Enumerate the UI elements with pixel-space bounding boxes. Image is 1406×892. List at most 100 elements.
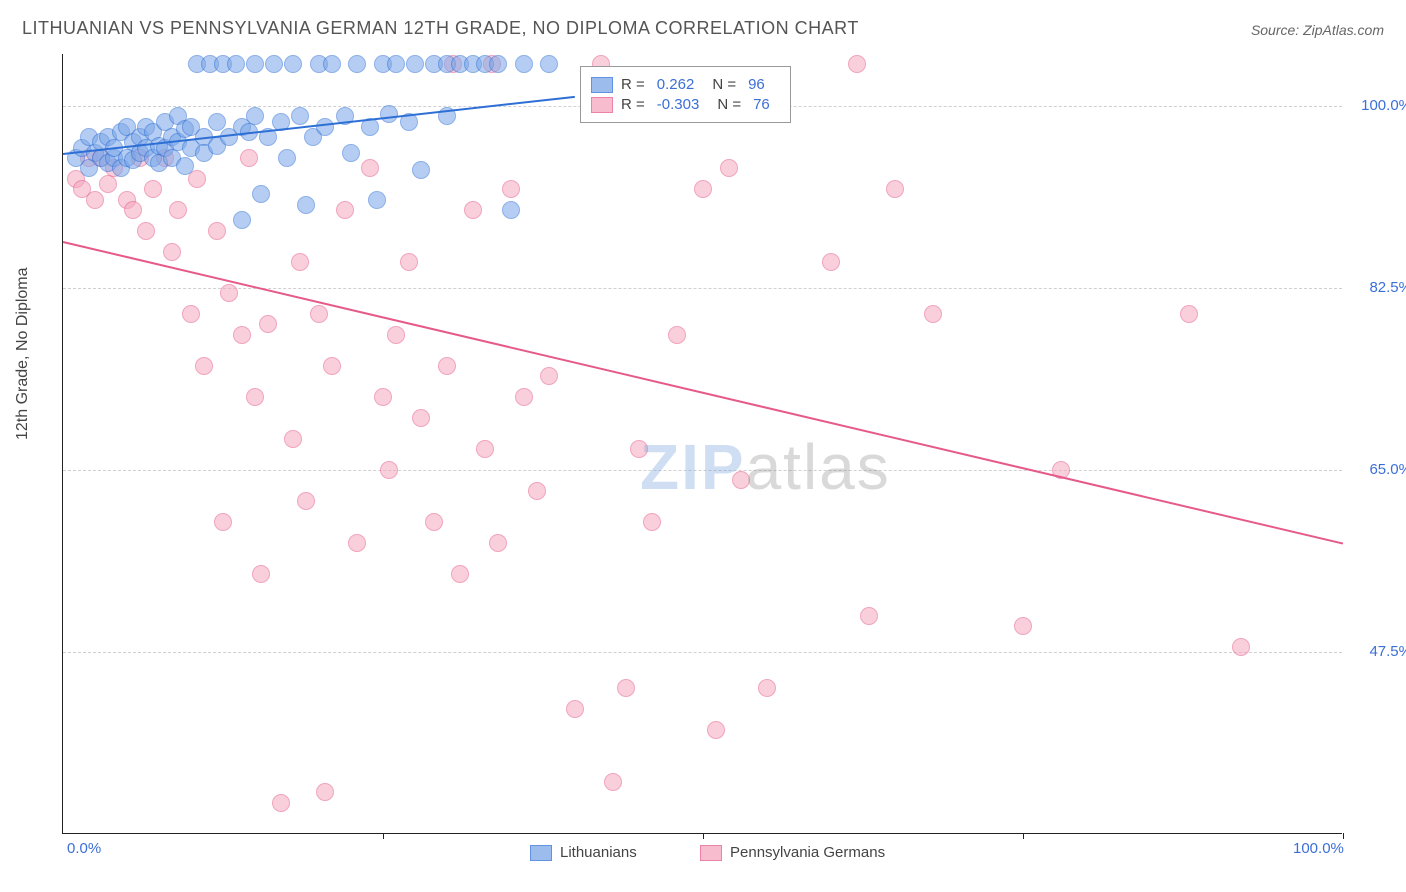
stats-legend: R = 0.262 N = 96 R = -0.303 N = 76	[580, 66, 791, 123]
stats-row-penn-german: R = -0.303 N = 76	[591, 96, 780, 113]
x-tick	[1023, 833, 1024, 839]
n-label: N =	[712, 76, 736, 93]
point-lithuanians	[227, 55, 245, 73]
point-penn-german	[400, 253, 418, 271]
point-penn-german	[182, 305, 200, 323]
point-penn-german	[233, 326, 251, 344]
point-penn-german	[630, 440, 648, 458]
swatch-lithuanians-bottom	[530, 845, 552, 861]
point-penn-german	[336, 201, 354, 219]
point-penn-german	[451, 565, 469, 583]
point-penn-german	[732, 471, 750, 489]
x-tick	[383, 833, 384, 839]
point-penn-german	[822, 253, 840, 271]
point-lithuanians	[406, 55, 424, 73]
point-lithuanians	[233, 211, 251, 229]
point-lithuanians	[323, 55, 341, 73]
point-penn-german	[643, 513, 661, 531]
y-tick-label: 82.5%	[1369, 279, 1406, 296]
point-lithuanians	[387, 55, 405, 73]
point-penn-german	[252, 565, 270, 583]
point-penn-german	[214, 513, 232, 531]
n-label-2: N =	[717, 96, 741, 113]
point-penn-german	[310, 305, 328, 323]
point-lithuanians	[252, 185, 270, 203]
point-penn-german	[99, 175, 117, 193]
point-penn-german	[720, 159, 738, 177]
point-penn-german	[848, 55, 866, 73]
point-penn-german	[297, 492, 315, 510]
point-penn-german	[438, 357, 456, 375]
point-penn-german	[284, 430, 302, 448]
point-penn-german	[528, 482, 546, 500]
r-label-2: R =	[621, 96, 645, 113]
point-penn-german	[425, 513, 443, 531]
point-lithuanians	[246, 55, 264, 73]
point-penn-german	[361, 159, 379, 177]
r-label: R =	[621, 76, 645, 93]
x-tick	[1343, 833, 1344, 839]
point-penn-german	[668, 326, 686, 344]
point-penn-german	[208, 222, 226, 240]
y-tick-label: 47.5%	[1369, 643, 1406, 660]
point-penn-german	[886, 180, 904, 198]
point-penn-german	[1180, 305, 1198, 323]
point-lithuanians	[540, 55, 558, 73]
point-penn-german	[566, 700, 584, 718]
point-penn-german	[348, 534, 366, 552]
point-lithuanians	[368, 191, 386, 209]
point-lithuanians	[265, 55, 283, 73]
point-lithuanians	[278, 149, 296, 167]
point-penn-german	[323, 357, 341, 375]
point-penn-german	[272, 794, 290, 812]
point-penn-german	[220, 284, 238, 302]
point-lithuanians	[208, 113, 226, 131]
r-value-penn-german: -0.303	[657, 96, 700, 113]
series-label-lithuanians: Lithuanians	[560, 844, 637, 861]
series-label-penn-german: Pennsylvania Germans	[730, 844, 885, 861]
point-penn-german	[195, 357, 213, 375]
point-penn-german	[144, 180, 162, 198]
point-penn-german	[240, 149, 258, 167]
point-penn-german	[86, 191, 104, 209]
point-penn-german	[124, 201, 142, 219]
point-lithuanians	[515, 55, 533, 73]
point-penn-german	[1232, 638, 1250, 656]
point-penn-german	[476, 440, 494, 458]
y-tick-label: 65.0%	[1369, 461, 1406, 478]
point-lithuanians	[297, 196, 315, 214]
point-penn-german	[502, 180, 520, 198]
y-axis-label: 12th Grade, No Diploma	[14, 267, 32, 440]
point-lithuanians	[291, 107, 309, 125]
point-penn-german	[387, 326, 405, 344]
point-penn-german	[515, 388, 533, 406]
point-penn-german	[316, 783, 334, 801]
n-value-lithuanians: 96	[748, 76, 765, 93]
point-penn-german	[374, 388, 392, 406]
point-penn-german	[860, 607, 878, 625]
point-penn-german	[169, 201, 187, 219]
point-penn-german	[924, 305, 942, 323]
point-penn-german	[540, 367, 558, 385]
point-lithuanians	[342, 144, 360, 162]
point-penn-german	[163, 243, 181, 261]
swatch-penn-german	[591, 97, 613, 113]
y-tick-label: 100.0%	[1361, 97, 1406, 114]
gridline	[63, 470, 1342, 471]
x-tick	[703, 833, 704, 839]
point-lithuanians	[502, 201, 520, 219]
point-lithuanians	[246, 107, 264, 125]
plot-area: 100.0%82.5%65.0%47.5%0.0%100.0%	[62, 54, 1342, 834]
point-lithuanians	[489, 55, 507, 73]
x-tick-label: 0.0%	[67, 840, 101, 857]
point-penn-german	[412, 409, 430, 427]
swatch-penn-german-bottom	[700, 845, 722, 861]
point-penn-german	[758, 679, 776, 697]
point-penn-german	[694, 180, 712, 198]
point-penn-german	[489, 534, 507, 552]
n-value-penn-german: 76	[753, 96, 770, 113]
point-lithuanians	[316, 118, 334, 136]
point-penn-german	[137, 222, 155, 240]
point-penn-german	[291, 253, 309, 271]
r-value-lithuanians: 0.262	[657, 76, 695, 93]
